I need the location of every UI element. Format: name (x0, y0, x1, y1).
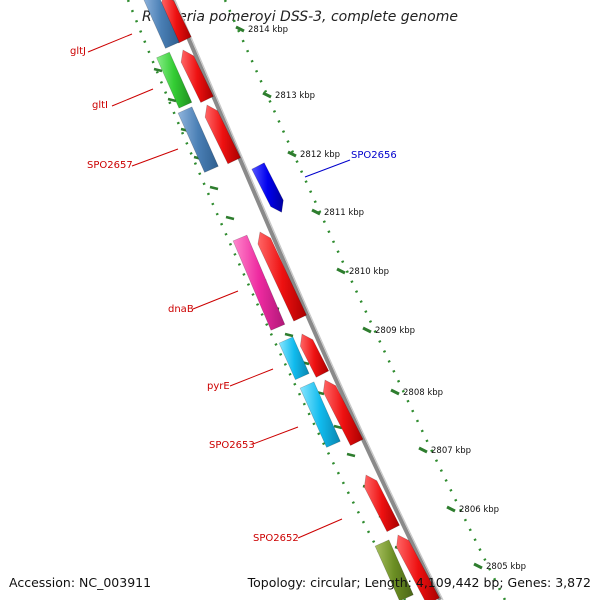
ruler-tick (418, 446, 428, 454)
guide-dash (284, 332, 294, 338)
ruler-label: 2807 kbp (431, 446, 471, 456)
red-orf-arrow (180, 49, 214, 103)
genome-summary-text: Topology: circular; Length: 4,109,442 bp… (247, 575, 591, 590)
gene-leader-line (229, 368, 274, 387)
ruler-tick (446, 505, 456, 513)
gene-label-SPO2653[interactable]: SPO2653 (209, 440, 255, 451)
gene-leader-line (252, 426, 299, 445)
gene-label-pyrE[interactable]: pyrE (207, 381, 230, 392)
ruler-tick (235, 25, 245, 33)
ruler-label: 2808 kbp (403, 388, 443, 398)
gene-leader-line (192, 290, 239, 310)
ruler-label: 2809 kbp (375, 326, 415, 336)
ruler-label: 2805 kbp (486, 562, 526, 572)
gene-arrow-pyrE (278, 336, 310, 380)
gene-label-SPO2652[interactable]: SPO2652 (253, 533, 299, 544)
gene-arrow-SPO2653 (299, 381, 341, 448)
kbp-ruler: 2814 kbp 2813 kbp 2812 kbp 2811 kbp 2810 kbp… (235, 25, 526, 572)
gene-label-dnaB[interactable]: dnaB (168, 304, 194, 315)
ruler-label: 2814 kbp (248, 25, 288, 35)
gene-leader-line (87, 33, 133, 53)
map-title: Ruegeria pomeroyi DSS-3, complete genome (142, 9, 458, 25)
ruler-tick (262, 91, 272, 99)
guide-dash (225, 215, 235, 221)
ruler-label: 2810 kbp (349, 267, 389, 277)
gene-arrow-dnaB (232, 234, 286, 331)
ruler-label: 2813 kbp (275, 91, 315, 101)
red-orf-arrow (257, 231, 307, 322)
gene-arrow-SPO2656 (251, 162, 284, 213)
backbone-line (170, 0, 442, 600)
gene-leader-line (304, 159, 351, 178)
gene-leader-line (111, 88, 154, 107)
guide-dash (209, 185, 219, 191)
backbone-highlight (174, 0, 444, 600)
gene-arrow-SPO2657 (177, 106, 219, 173)
ruler-label: 2812 kbp (300, 150, 340, 160)
gene-leader-line (297, 518, 343, 539)
red-orf-arrow (363, 474, 400, 533)
red-orf-arrow (396, 534, 440, 600)
red-orf-arrow (204, 104, 241, 165)
accession-text: Accession: NC_003911 (9, 575, 152, 590)
guide-dash (153, 67, 163, 73)
ruler-tick (473, 562, 483, 570)
ruler-tick (287, 150, 297, 158)
gene-arrow-gltI (156, 51, 193, 109)
ruler-label: 2811 kbp (324, 208, 364, 218)
gene-label-SPO2656[interactable]: SPO2656 (351, 150, 397, 161)
guide-dash (333, 424, 343, 430)
gene-label-gltJ[interactable]: gltJ (70, 46, 86, 57)
ruler-tick (362, 326, 372, 334)
ruler-label: 2806 kbp (459, 505, 499, 515)
gene-label-gltI[interactable]: gltI (92, 100, 108, 111)
guide-dash (167, 97, 177, 103)
ruler-tick (390, 388, 400, 396)
gene-arrow-olive (374, 539, 414, 600)
ruler-tick (311, 208, 321, 216)
gene-features (143, 0, 440, 600)
gene-label-SPO2657[interactable]: SPO2657 (87, 160, 133, 171)
ruler-tick (336, 267, 346, 275)
red-orf-arrow (322, 379, 364, 446)
red-orf-arrow (299, 333, 330, 378)
gene-arrow-gltJ (143, 0, 180, 49)
guide-dash (346, 452, 356, 458)
gene-labels: gltJ gltI SPO2657 SPO2656 dnaB pyrE SPO2653 SPO… (70, 33, 397, 544)
gene-leader-line (131, 148, 179, 167)
backbone (170, 0, 444, 600)
